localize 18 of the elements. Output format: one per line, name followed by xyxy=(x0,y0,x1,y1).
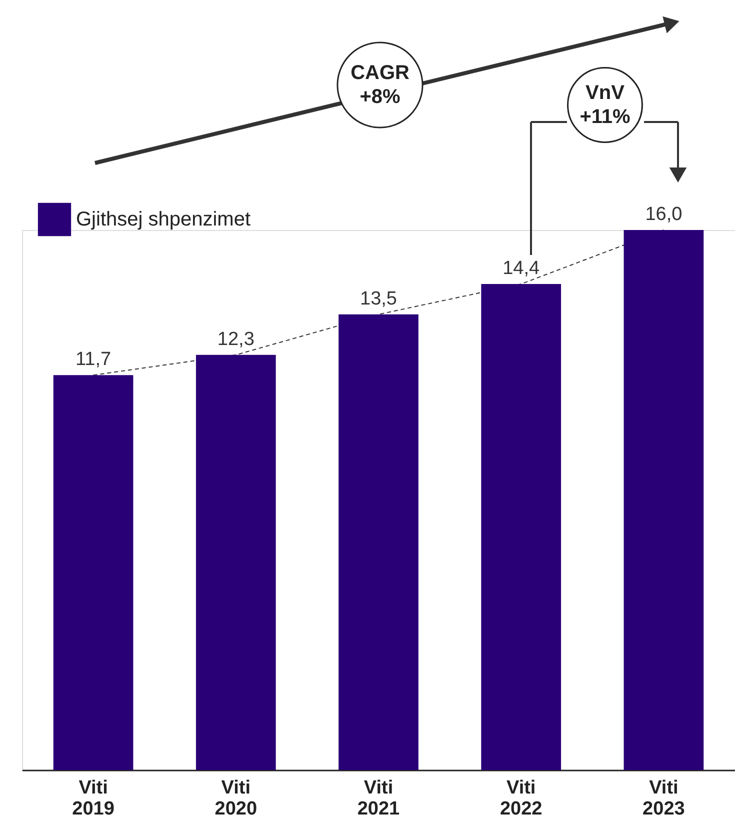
x-tick-label: Viti 2019 xyxy=(72,778,114,820)
data-label: 16,0 xyxy=(645,204,682,225)
bar xyxy=(481,284,562,770)
text: CAGR +8% xyxy=(350,62,410,108)
data-label: 13,5 xyxy=(360,288,397,310)
bar xyxy=(624,230,704,770)
x-tick-label: Viti 2021 xyxy=(357,778,400,820)
bar xyxy=(338,314,418,770)
legend-label: Gjithsej shpenzimet xyxy=(76,208,251,230)
bar xyxy=(53,375,134,770)
data-label: 11,7 xyxy=(76,349,112,370)
data-label: 14,4 xyxy=(502,258,540,279)
x-tick-label: Viti 2020 xyxy=(214,778,258,820)
text: VnV +11% xyxy=(580,82,631,128)
data-label: 12,3 xyxy=(217,328,254,350)
x-tick-label: Viti 2023 xyxy=(642,778,685,820)
x-tick-label: Viti 2022 xyxy=(500,778,542,820)
bar xyxy=(196,354,276,770)
